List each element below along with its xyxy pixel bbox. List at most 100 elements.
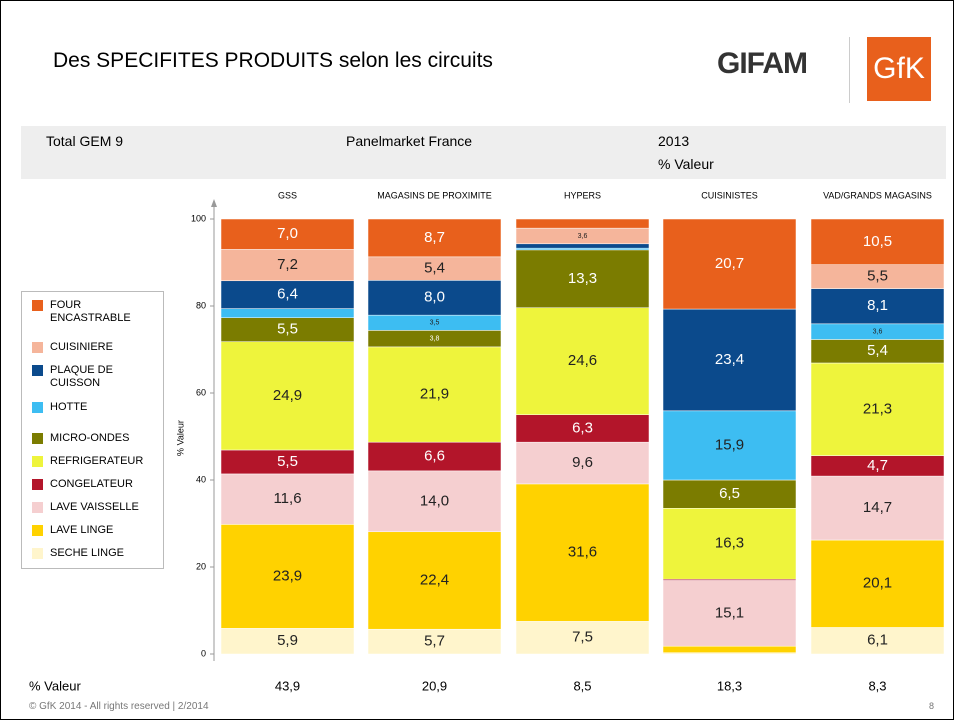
legend-item: LAVE LINGE: [32, 524, 150, 537]
legend-label: HOTTE: [50, 401, 88, 413]
page-number: 8: [929, 701, 935, 711]
logo-gfk: GfK: [867, 37, 931, 101]
copyright: © GfK 2014 - All rights reserved | 2/201…: [29, 701, 209, 712]
bar-segment: [810, 475, 945, 541]
legend-label: FOUR ENCASTRABLE: [50, 299, 131, 324]
legend-item: PLAQUE DE CUISSON: [32, 364, 150, 390]
legend-item: CUISINIERE: [32, 341, 150, 354]
bar-segment: [515, 483, 650, 622]
legend-item: SECHE LINGE: [32, 547, 150, 560]
bar-segment: [367, 628, 502, 655]
value-label: 9,6: [572, 454, 593, 471]
value-label: 5,5: [277, 453, 298, 470]
bar-segment: [367, 218, 502, 258]
bar-segment: [220, 473, 355, 525]
x-category-label: CUISINISTES: [701, 190, 758, 200]
bar-segment: [367, 531, 502, 630]
legend-swatch: [32, 456, 43, 467]
total-cell: 8,3: [868, 678, 886, 693]
value-label: 31,6: [568, 544, 597, 561]
bar-segment: [515, 218, 650, 229]
legend-label: MICRO-ONDES: [50, 432, 130, 444]
legend-swatch: [32, 502, 43, 513]
value-label: 13,3: [568, 270, 597, 287]
y-tick-label: 40: [196, 474, 206, 484]
value-label: 11,6: [273, 490, 301, 507]
x-category-label: GSS: [278, 190, 297, 200]
bar-segment: [662, 308, 797, 412]
value-label: 24,9: [273, 387, 302, 404]
total-cell: 18,3: [717, 678, 742, 693]
value-label: 5,5: [867, 268, 888, 285]
legend-item: LAVE VAISSELLE: [32, 501, 150, 514]
value-label: 10,5: [863, 233, 892, 250]
bar-segment: [515, 414, 650, 443]
bar-segment: [810, 218, 945, 265]
info-bar: [21, 126, 946, 179]
legend-swatch: [32, 342, 43, 353]
logo-gifam: GIFAM: [717, 47, 808, 80]
totals-label: % Valeur: [29, 678, 81, 693]
legend-swatch: [32, 365, 43, 376]
legend: FOUR ENCASTRABLE CUISINIERE PLAQUE DE CUIS…: [21, 291, 164, 569]
value-label: 6,3: [572, 419, 593, 436]
legend-item: HOTTE: [32, 401, 150, 414]
total-cell: 43,9: [275, 678, 300, 693]
value-label: 20,7: [715, 255, 744, 272]
bar-segment: [810, 362, 945, 456]
value-label: 15,9: [715, 436, 744, 453]
y-tick-label: 60: [196, 387, 206, 397]
info-right-sub: % Valeur: [658, 156, 714, 172]
value-label: 15,1: [715, 604, 744, 621]
value-label: 24,6: [568, 352, 597, 369]
legend-swatch: [32, 479, 43, 490]
value-label: 3,5: [430, 320, 440, 327]
bar-segment: [367, 441, 502, 472]
divider: [849, 37, 850, 103]
bar-segment: [662, 580, 797, 647]
value-label: 6,1: [867, 632, 888, 649]
bar-segment: [220, 280, 355, 309]
legend-swatch: [32, 433, 43, 444]
y-tick-label: 0: [201, 648, 206, 658]
value-label: 8,1: [867, 297, 888, 314]
legend-swatch: [32, 548, 43, 559]
bar-segment: [367, 470, 502, 533]
value-label: 5,5: [277, 321, 298, 338]
legend-label: LAVE LINGE: [50, 524, 114, 536]
legend-item: FOUR ENCASTRABLE: [32, 299, 150, 325]
value-label: 22,4: [420, 571, 449, 588]
value-label: 5,7: [424, 633, 445, 650]
value-label: 5,4: [867, 342, 888, 359]
value-label: 4,7: [867, 457, 888, 474]
bar-segment: [515, 441, 650, 485]
value-label: 8,7: [424, 229, 445, 246]
legend-label: CUISINIERE: [50, 341, 113, 353]
legend-label: CONGELATEUR: [50, 478, 133, 490]
bar-segment: [220, 249, 355, 282]
x-category-label: MAGASINS DE PROXIMITE: [377, 190, 492, 200]
value-label: 20,1: [863, 575, 892, 592]
bar-segment: [220, 628, 355, 655]
bar-segment: [367, 280, 502, 316]
bar-segment: [515, 249, 650, 308]
legend-swatch: [32, 402, 43, 413]
value-label: 7,2: [277, 256, 298, 273]
value-label: 3,6: [578, 233, 588, 240]
bar-segment: [220, 218, 355, 250]
bar-segment: [515, 247, 650, 251]
value-label: 14,0: [420, 492, 449, 509]
value-label: 21,9: [420, 385, 449, 402]
value-label: 6,4: [277, 286, 298, 303]
title: Des SPECIFITES PRODUITS selon les circui…: [53, 49, 493, 72]
value-label: 8,0: [424, 289, 445, 306]
y-axis-label: % Valeur: [175, 420, 185, 456]
value-label: 7,5: [572, 629, 593, 646]
bar-segment: [810, 539, 945, 628]
bar-segment: [220, 524, 355, 629]
y-tick-label: 100: [191, 213, 206, 223]
bar-segment: [515, 243, 650, 249]
value-label: 3,6: [873, 329, 883, 336]
value-label: 7,0: [277, 225, 298, 242]
